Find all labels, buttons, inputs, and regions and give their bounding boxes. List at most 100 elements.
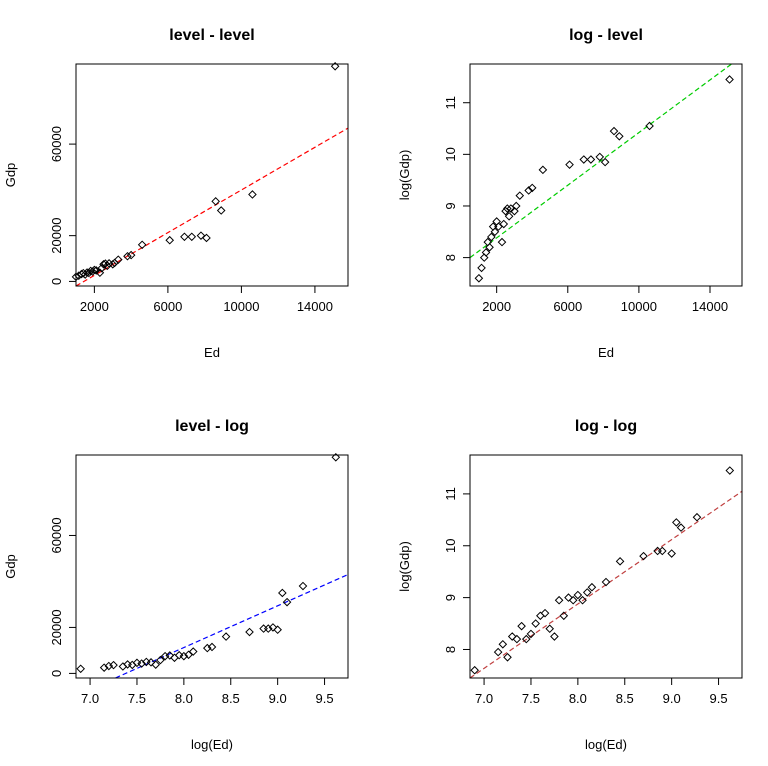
data-point: [725, 75, 734, 84]
data-point: [273, 625, 282, 635]
data-point: [184, 650, 193, 660]
data-point: [554, 595, 564, 605]
chart-title: log - level: [569, 27, 643, 44]
data-point: [639, 551, 648, 561]
y-tick-label: 10: [443, 539, 458, 553]
data-point: [657, 546, 667, 556]
y-tick-label: 11: [443, 487, 458, 501]
y-tick-label: 10: [443, 147, 458, 161]
data-point: [248, 190, 257, 199]
data-point: [515, 191, 525, 200]
data-point: [76, 664, 85, 674]
x-tick-label: 8.5: [616, 691, 634, 706]
data-point: [259, 624, 268, 633]
y-axis-label: log(Gdp): [397, 150, 412, 201]
data-point: [538, 165, 548, 175]
data-point: [536, 611, 545, 621]
data-point: [564, 593, 573, 602]
data-point: [202, 233, 211, 243]
data-point: [504, 211, 514, 221]
data-point: [126, 250, 136, 260]
chart-panel-2: 2000 6000 10000 14000 8 9 10 11 log - level Ed log…: [397, 27, 743, 360]
data-point: [481, 248, 491, 257]
x-tick-label: 6000: [553, 299, 582, 314]
data-point: [84, 268, 94, 278]
data-point: [586, 155, 596, 164]
data-point: [550, 632, 559, 641]
x-tick-label: 9.0: [269, 691, 287, 706]
data-point: [521, 634, 531, 644]
data-point: [497, 237, 507, 247]
data-point: [725, 466, 735, 475]
data-point: [595, 152, 605, 162]
data-point: [207, 642, 217, 652]
data-point: [104, 661, 114, 671]
data-point: [108, 259, 118, 269]
data-point: [545, 624, 555, 634]
data-point: [282, 597, 292, 607]
x-axis-label: Ed: [598, 345, 614, 360]
plot-frame: [469, 63, 743, 287]
data-point: [498, 639, 508, 649]
y-tick-label: 8: [443, 646, 458, 653]
x-tick-label: 10000: [621, 299, 657, 314]
y-tick-label: 9: [443, 202, 458, 209]
data-point: [479, 253, 489, 262]
data-point: [667, 549, 676, 558]
data-point: [196, 231, 206, 240]
chart-panel-4: 7.0 7.5 8.0 8.5 9.0 9.5 8 9 10 11 log - log log(Ed)…: [397, 418, 743, 752]
x-tick-label: 2000: [482, 299, 511, 314]
x-tick-label: 14000: [692, 299, 728, 314]
data-point: [156, 655, 165, 665]
plot-frame: [75, 454, 349, 679]
x-tick-label: 8.0: [569, 691, 587, 706]
y-tick-label: 8: [443, 254, 458, 261]
data-point: [179, 651, 189, 661]
data-point: [540, 608, 550, 618]
data-point: [600, 157, 610, 167]
data-point: [510, 206, 519, 216]
y-tick-label: 9: [443, 594, 458, 601]
data-point: [499, 219, 509, 229]
data-point: [609, 126, 619, 136]
data-point: [526, 629, 536, 639]
data-point: [615, 131, 624, 141]
chart-title: log - log: [575, 418, 637, 435]
data-point: [216, 206, 226, 215]
x-tick-label: 2000: [80, 299, 109, 314]
x-tick-label: 9.5: [710, 691, 728, 706]
data-point: [503, 652, 512, 662]
fit-line: [470, 490, 742, 678]
x-tick-label: 6000: [153, 299, 182, 314]
y-tick-label: 20000: [49, 609, 64, 645]
data-point: [582, 588, 592, 597]
data-point: [559, 611, 569, 621]
data-point: [579, 155, 589, 164]
data-point: [672, 518, 681, 527]
data-point: [174, 650, 184, 660]
data-point: [160, 651, 170, 661]
data-point: [507, 632, 517, 641]
data-point: [511, 201, 521, 211]
data-point: [268, 623, 278, 632]
data-point: [123, 251, 132, 261]
x-tick-label: 14000: [297, 299, 333, 314]
fit-line: [470, 64, 733, 259]
data-point: [568, 595, 578, 605]
y-tick-label: 11: [443, 96, 458, 110]
x-tick-label: 7.5: [128, 691, 146, 706]
x-tick-label: 7.0: [81, 691, 99, 706]
data-point: [494, 222, 503, 231]
y-tick-label: 0: [49, 670, 64, 677]
data-point: [180, 232, 189, 242]
data-point: [474, 273, 484, 283]
data-point: [524, 186, 533, 195]
data-point: [187, 232, 197, 242]
data-point: [477, 263, 486, 273]
data-point: [485, 242, 494, 252]
data-point: [80, 270, 90, 279]
x-tick-label: 7.5: [522, 691, 540, 706]
data-point: [493, 647, 503, 657]
data-point: [113, 255, 123, 264]
